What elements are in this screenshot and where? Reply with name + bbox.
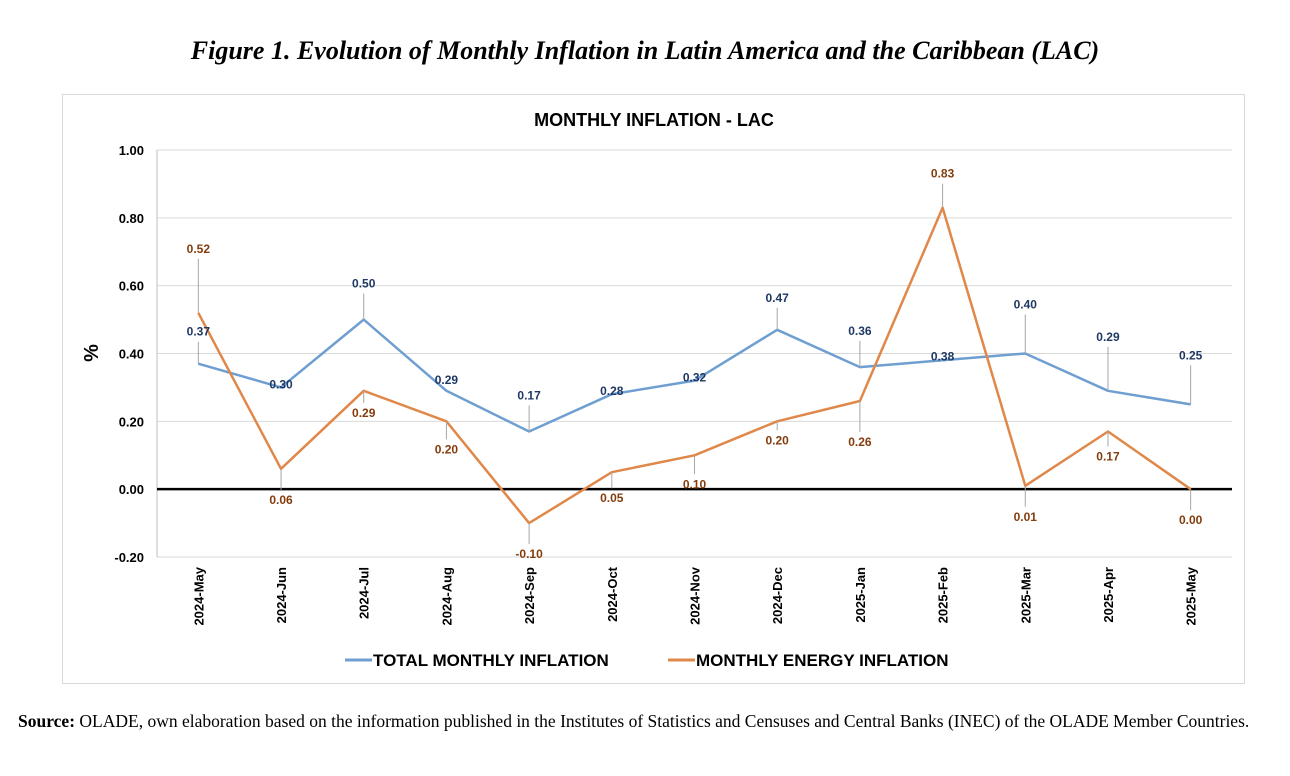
series-lines: [197, 206, 1192, 525]
data-label: 0.26: [848, 435, 872, 449]
x-tick-label: 2024-Nov: [688, 566, 703, 625]
x-tick-label: 2024-Dec: [770, 567, 785, 624]
source-text: OLADE, own elaboration based on the info…: [75, 711, 1250, 731]
data-labels: 0.37 0.30 0.50 0.29 0.17 0.28 0.32 0.47 0.36 0.38…: [187, 167, 1203, 561]
x-axis: 2024-May 2024-Jun 2024-Jul 2024-Aug 2024-Sep…: [157, 487, 1232, 626]
y-axis-label: %: [81, 344, 103, 362]
figure-title: Figure 1. Evolution of Monthly Inflation…: [190, 36, 1100, 65]
line-chart: MONTHLY INFLATION - LAC % 1.00 0.80 0.60 0.…: [81, 110, 1232, 670]
x-tick-label: 2025-Jan: [853, 567, 868, 623]
y-tick-label: 0.00: [119, 482, 144, 497]
data-label: 0.32: [683, 371, 707, 385]
data-label: -0.10: [515, 547, 543, 561]
data-label: 0.47: [766, 291, 790, 305]
data-label: 0.83: [931, 167, 955, 181]
data-label: 0.40: [1014, 298, 1038, 312]
y-tick-label: 0.60: [119, 279, 144, 294]
data-label: 0.30: [269, 377, 293, 391]
source-label: Source:: [18, 711, 76, 731]
x-tick-label: 2024-Aug: [439, 567, 454, 626]
data-label: 0.20: [766, 433, 790, 447]
data-label: 0.17: [1096, 450, 1120, 464]
data-label: 0.10: [683, 477, 707, 491]
data-label: 0.28: [600, 384, 624, 398]
x-tick-label: 2025-Feb: [936, 567, 951, 623]
x-tick-label: 2025-Apr: [1101, 567, 1116, 623]
y-tick-label: -0.20: [114, 550, 144, 565]
x-tick-label: 2025-May: [1184, 566, 1199, 625]
data-label: 0.06: [269, 493, 293, 507]
x-tick-label: 2024-Jul: [357, 567, 372, 619]
data-label: 0.20: [435, 442, 459, 456]
legend-label-0: TOTAL MONTHLY INFLATION: [373, 651, 609, 670]
data-label: 0.37: [187, 325, 211, 339]
y-tick-label: 0.40: [119, 347, 144, 362]
data-label: 0.38: [931, 349, 955, 363]
data-label: 0.29: [352, 406, 376, 420]
data-label: 0.36: [848, 324, 872, 338]
chart-title: MONTHLY INFLATION - LAC: [534, 110, 774, 130]
label-leader-lines: [197, 183, 1192, 545]
y-axis: 1.00 0.80 0.60 0.40 0.20 0.00 -0.20: [114, 143, 158, 565]
y-tick-label: 0.80: [119, 211, 144, 226]
data-label: 0.00: [1179, 513, 1203, 527]
legend-label-1: MONTHLY ENERGY INFLATION: [696, 651, 949, 670]
data-label: 0.29: [1096, 330, 1120, 344]
x-tick-label: 2024-May: [191, 566, 206, 625]
data-label: 0.50: [352, 277, 376, 291]
x-tick-label: 2024-Jun: [274, 567, 289, 623]
x-tick-label: 2024-Oct: [605, 566, 620, 622]
data-label: 0.01: [1014, 510, 1038, 524]
y-tick-label: 0.20: [119, 414, 144, 429]
legend: TOTAL MONTHLY INFLATION MONTHLY ENERGY IN…: [345, 651, 949, 670]
data-label: 0.17: [517, 389, 541, 403]
gridlines: [157, 149, 1232, 558]
source-note: Source: OLADE, own elaboration based on …: [18, 709, 1268, 734]
x-tick-label: 2024-Sep: [522, 567, 537, 624]
data-label: 0.25: [1179, 348, 1203, 362]
y-tick-label: 1.00: [119, 143, 144, 158]
series-line-1: [197, 206, 1192, 525]
data-label: 0.52: [187, 242, 211, 256]
x-tick-label: 2025-Mar: [1018, 567, 1033, 623]
data-label: 0.29: [435, 373, 459, 387]
chart-frame: [62, 94, 1245, 684]
data-label: 0.05: [600, 491, 624, 505]
